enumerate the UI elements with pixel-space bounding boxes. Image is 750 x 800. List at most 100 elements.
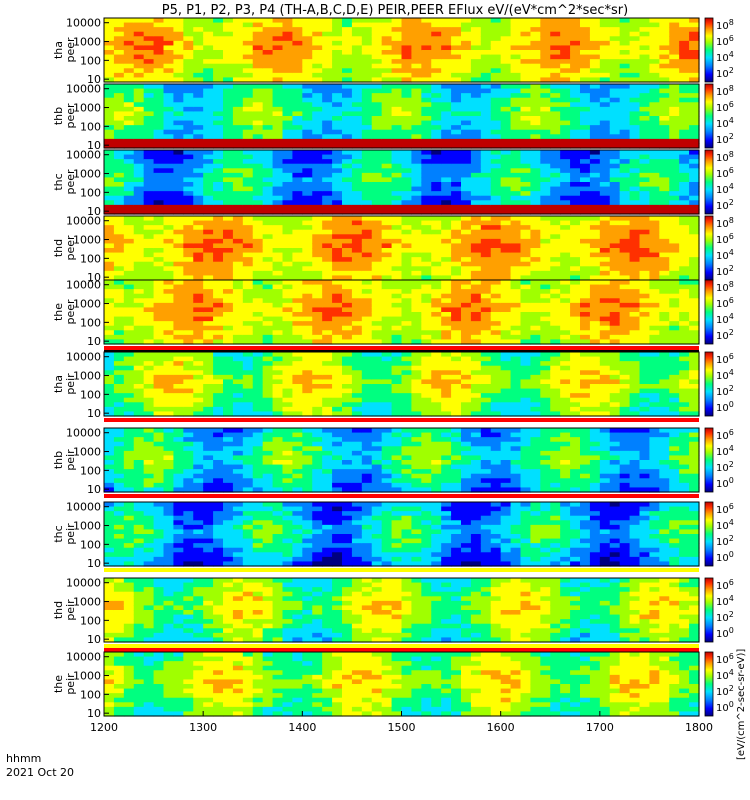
heatmap-cell (381, 186, 393, 192)
heatmap-cell (401, 209, 413, 215)
heatmap-cell (342, 84, 353, 90)
heatmap-cell (520, 182, 532, 188)
heatmap-cell (391, 352, 403, 358)
heatmap-cell (173, 330, 184, 336)
heatmap-cell (213, 379, 224, 385)
heatmap-cell (123, 411, 135, 417)
heatmap-cell (500, 266, 512, 272)
heatmap-cell (153, 280, 165, 286)
heatmap-cell (123, 307, 135, 313)
heatmap-cell (629, 225, 641, 231)
heatmap-cell (242, 220, 254, 226)
heatmap-cell (232, 379, 244, 385)
heatmap-cell (421, 72, 432, 79)
heatmap-cell (173, 143, 184, 149)
heatmap-cell (431, 159, 442, 165)
heatmap-cell (371, 200, 383, 206)
heatmap-cell (292, 312, 303, 318)
heatmap-cell (381, 312, 393, 318)
heatmap-cell (351, 50, 363, 56)
heatmap-cell (123, 182, 135, 188)
heatmap-cell (342, 18, 353, 24)
heatmap-cell (530, 266, 541, 272)
heatmap-cell (342, 134, 353, 140)
heatmap-cell (104, 316, 115, 322)
heatmap-cell (659, 298, 670, 304)
heatmap-cell (113, 209, 125, 215)
heatmap-cell (570, 72, 581, 79)
heatmap-cell (113, 22, 125, 28)
heatmap-cell (540, 150, 551, 156)
heatmap-cell (381, 252, 393, 258)
heatmap-cell (411, 200, 422, 206)
heatmap-cell (342, 186, 353, 192)
heatmap-cell (659, 293, 670, 299)
heatmap-cell (302, 261, 313, 267)
heatmap-cell (193, 102, 204, 108)
y-axis-label: thcpeer (52, 169, 77, 195)
heatmap-cell (371, 384, 383, 390)
heatmap-cell (312, 111, 323, 117)
heatmap-cell (302, 393, 313, 399)
heatmap-cell (451, 356, 462, 362)
heatmap-cell (123, 134, 135, 140)
y-tick-label: 1000 (73, 298, 101, 311)
heatmap-cell (123, 220, 135, 226)
heatmap-cell (213, 63, 224, 69)
heatmap-cell (213, 365, 224, 371)
heatmap-cell (530, 257, 541, 263)
heatmap-cell (242, 182, 254, 188)
heatmap-cell (391, 209, 403, 215)
heatmap-cell (282, 257, 294, 263)
heatmap-cell (302, 204, 313, 211)
heatmap-cell (480, 388, 492, 394)
heatmap-cell (123, 252, 135, 258)
heatmap-cell (133, 334, 145, 341)
heatmap-cell (589, 379, 601, 385)
heatmap-cell (361, 225, 373, 231)
heatmap-cell (133, 106, 145, 113)
heatmap-cell (272, 220, 284, 226)
heatmap-cell (282, 248, 294, 254)
heatmap-cell (113, 339, 125, 345)
heatmap-cell (133, 204, 145, 211)
heatmap-cell (113, 321, 125, 327)
heatmap-cell (480, 77, 492, 83)
heatmap-cell (123, 143, 135, 149)
heatmap-cell (431, 293, 442, 299)
heatmap-cell (351, 163, 363, 169)
heatmap-cell (500, 106, 512, 113)
heatmap-cell (272, 50, 284, 56)
heatmap-cell (342, 77, 353, 83)
heatmap-cell (242, 293, 254, 299)
heatmap-cell (322, 252, 333, 258)
heatmap-cell (689, 261, 700, 267)
heatmap-cell (262, 234, 274, 240)
heatmap-cell (381, 361, 393, 367)
heatmap-cell (441, 257, 452, 263)
heatmap-cell (312, 406, 323, 413)
heatmap-cell (104, 238, 115, 245)
heatmap-cell (302, 195, 313, 201)
heatmap-cell (262, 330, 274, 336)
heatmap-cell (441, 316, 452, 322)
heatmap-cell (689, 154, 700, 160)
heatmap-cell (143, 374, 155, 381)
heatmap-cell (292, 402, 303, 408)
heatmap-cell (381, 393, 393, 399)
heatmap-cell (272, 365, 284, 371)
heatmap-cell (322, 168, 333, 174)
heatmap-cell (470, 27, 482, 33)
heatmap-cell (639, 102, 651, 108)
heatmap-cell (530, 339, 541, 345)
heatmap-cell (540, 379, 551, 385)
heatmap-cell (510, 325, 522, 331)
heatmap-cell (163, 388, 175, 394)
heatmap-cell (332, 216, 343, 222)
heatmap-cell (451, 186, 462, 192)
heatmap-cell (391, 143, 403, 149)
heatmap-cell (292, 209, 303, 215)
heatmap-cell (510, 97, 522, 103)
y-tick-label: 1000 (73, 102, 101, 115)
